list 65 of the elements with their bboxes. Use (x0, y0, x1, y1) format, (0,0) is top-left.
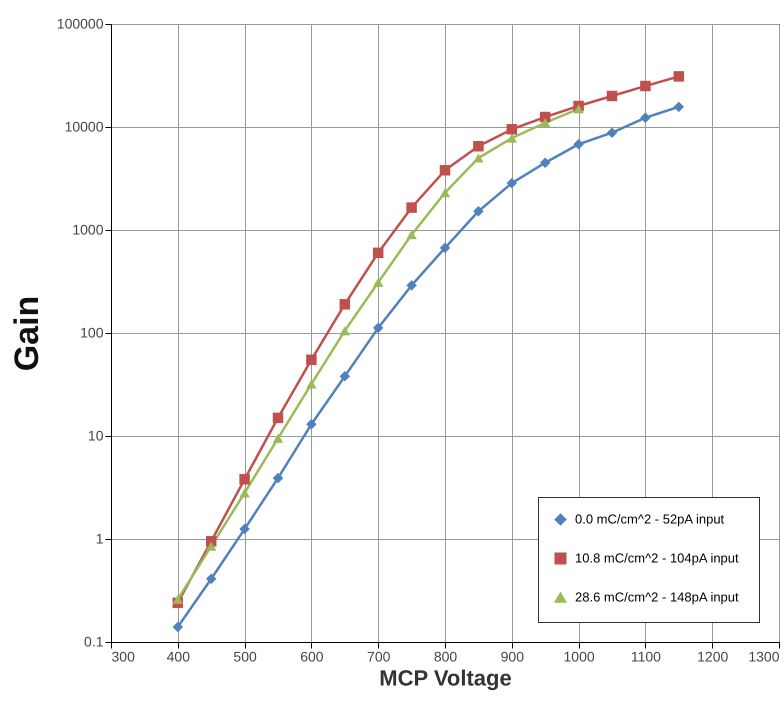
point (239, 488, 250, 498)
x-tick-label: 1300 (748, 648, 780, 664)
point (506, 134, 518, 143)
point (640, 80, 651, 92)
x-tick-label: 1100 (630, 648, 662, 664)
point (640, 112, 651, 123)
point (540, 112, 550, 122)
point (573, 104, 584, 114)
y-tick-label: 10 (88, 428, 104, 444)
x-tick-label: 500 (233, 648, 257, 664)
y-tick-label: 0.1 (84, 634, 104, 650)
point (372, 278, 384, 287)
y-tick-label: 1000 (72, 222, 104, 238)
point (239, 474, 250, 485)
legend-label: 28.6 mC/cm^2 - 148pA input (575, 590, 740, 604)
point (606, 90, 618, 102)
point (306, 419, 317, 430)
point (440, 165, 450, 176)
x-tick-label: 600 (300, 648, 324, 664)
x-axis-title: MCP Voltage (379, 666, 512, 690)
point (239, 524, 250, 534)
x-tick-label: 400 (166, 648, 190, 664)
point (440, 242, 450, 254)
legend-label: 10.8 mC/cm^2 - 104pA input (575, 550, 740, 566)
point (340, 326, 350, 336)
y-tick-label: 10000 (64, 118, 104, 134)
point (406, 280, 417, 291)
point (340, 299, 350, 310)
point (406, 230, 417, 240)
point (306, 354, 317, 365)
point (506, 124, 518, 135)
point (606, 127, 618, 138)
x-tick-label: 1000 (564, 648, 595, 664)
point (340, 371, 350, 382)
point (573, 139, 584, 150)
x-tick-label: 700 (367, 648, 391, 664)
point (473, 141, 484, 152)
point (540, 157, 550, 168)
y-axis-title: Gain (8, 296, 46, 372)
x-tick-label: 900 (500, 648, 524, 664)
point (406, 202, 417, 213)
point (473, 153, 484, 163)
x-tick-label: 1200 (697, 648, 728, 664)
point (206, 574, 216, 584)
point (272, 434, 284, 443)
point (206, 542, 216, 551)
point (473, 206, 484, 217)
legend-label: 0.0 mC/cm^2 - 52pA input (575, 512, 725, 526)
point (674, 71, 684, 82)
point (440, 188, 450, 198)
x-tick-label: 300 (112, 648, 136, 664)
point (674, 102, 684, 112)
x-tick-label: 800 (434, 648, 458, 664)
y-tick-label: 100 (80, 324, 104, 340)
point (506, 178, 518, 188)
point (272, 472, 284, 484)
y-tick-label: 1 (96, 530, 104, 546)
point (372, 322, 384, 334)
point (272, 412, 284, 424)
point (540, 118, 550, 128)
point (372, 248, 384, 258)
y-tick-label: 100000 (56, 16, 104, 32)
point (172, 622, 184, 632)
point (172, 594, 184, 604)
point (306, 379, 317, 389)
